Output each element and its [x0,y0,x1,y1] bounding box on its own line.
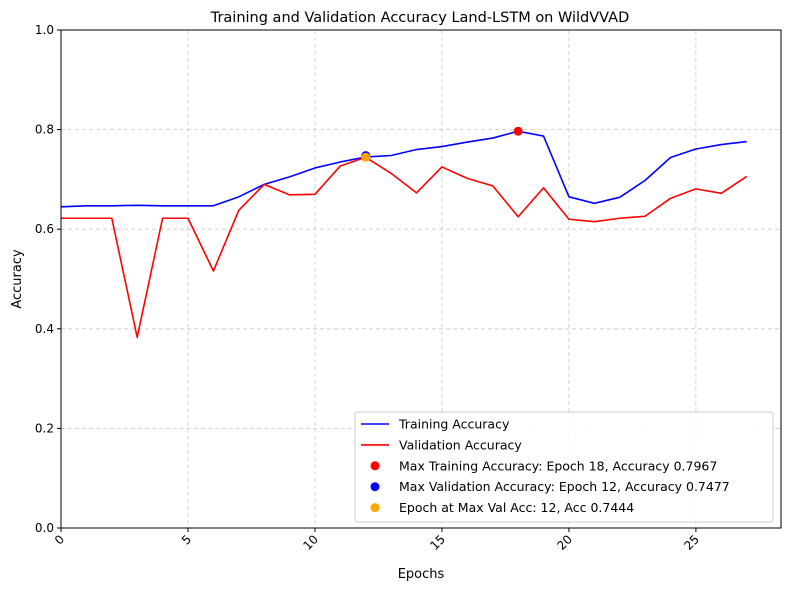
max-training-marker [513,126,523,136]
chart-title: Training and Validation Accuracy Land-LS… [210,10,630,26]
y-tick-label: 0.2 [35,421,54,435]
y-tick-label: 0.0 [35,521,54,535]
series-lines [60,130,748,339]
x-tick-label: 10 [300,532,321,553]
y-tick-label: 0.6 [35,222,54,236]
y-tick-label: 0.4 [35,322,54,336]
y-tick-label: 1.0 [35,23,54,37]
x-tick-label: 0 [52,532,67,547]
legend-epoch-at-max-val-label: Epoch at Max Val Acc: 12, Acc 0.7444 [399,500,634,515]
x-axis-label: Epochs [398,567,445,582]
legend: Training Accuracy Validation Accuracy Max … [354,411,774,523]
validation-accuracy-line [61,156,748,339]
y-tick-label: 0.8 [35,123,54,137]
max-markers [361,126,523,162]
plot-frame [60,29,782,529]
x-tick-label: 20 [554,532,575,553]
legend-validation-label: Validation Accuracy [399,437,522,452]
x-tick-label: 25 [681,532,702,553]
training-accuracy-line [60,130,747,208]
legend-box [354,411,774,523]
legend-epoch-at-max-val-swatch [370,503,380,513]
legend-max-training-swatch [370,461,380,471]
y-axis-label: Accuracy [10,249,25,309]
legend-max-training-label: Max Training Accuracy: Epoch 18, Accurac… [399,458,717,473]
x-tick-label: 5 [179,532,194,547]
x-tick-label: 15 [427,532,448,553]
legend-training-label: Training Accuracy [398,417,510,432]
epoch-at-max-val-marker [361,152,371,162]
legend-max-validation-swatch [370,482,380,492]
legend-max-validation-label: Max Validation Accuracy: Epoch 12, Accur… [399,479,730,494]
